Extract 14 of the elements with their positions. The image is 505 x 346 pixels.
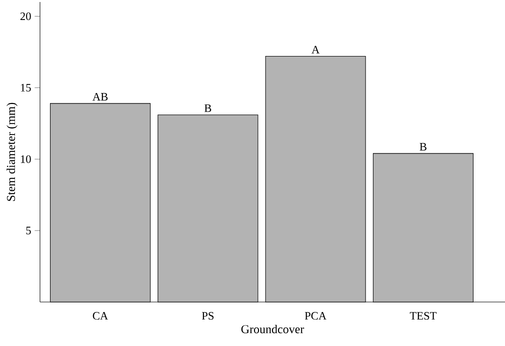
x-tick-label: PCA	[304, 312, 326, 320]
annotation: B	[204, 104, 212, 112]
y-tick-label: 15	[20, 84, 31, 92]
annotation: B	[420, 143, 426, 150]
x-tick-label: PS	[202, 312, 214, 320]
x-tick-label: CA	[92, 312, 108, 320]
y-tick-label: 20	[20, 12, 31, 20]
x-axis-title: Groundcover	[241, 324, 304, 334]
y-tick-label: 5	[26, 226, 31, 234]
annotation: A	[312, 46, 320, 54]
annotation: AB	[92, 92, 108, 100]
x-tick-label: TEST	[410, 312, 437, 320]
y-tick-label: 10	[20, 155, 31, 163]
y-axis-title: Stem diameter (mm)	[6, 102, 18, 201]
